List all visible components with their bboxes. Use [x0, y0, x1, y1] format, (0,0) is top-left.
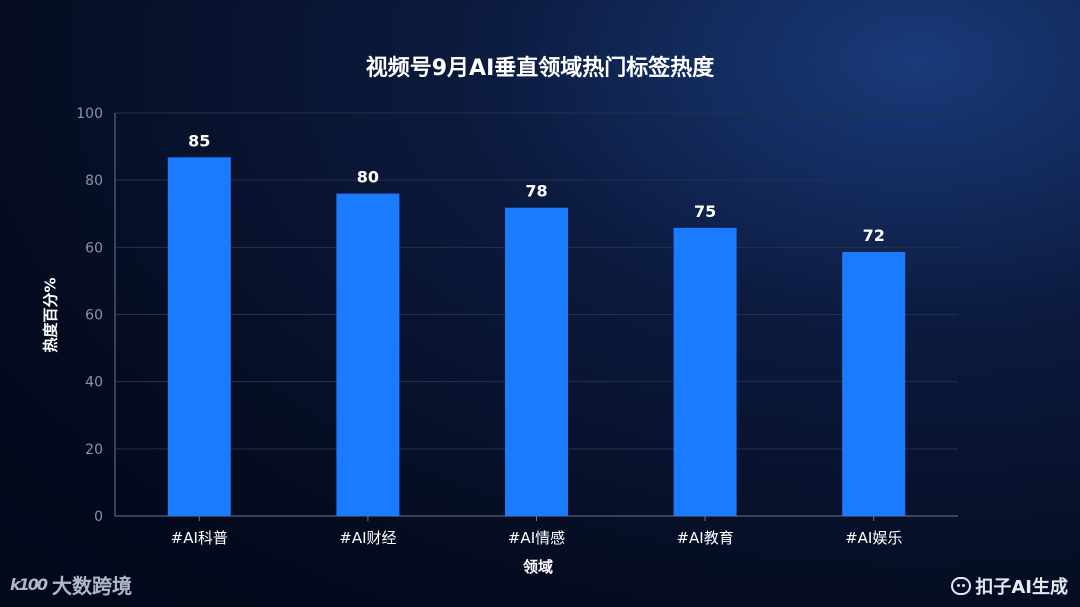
y-tick-label: 60	[85, 308, 103, 324]
watermark-right-text: 扣子AI生成	[975, 577, 1068, 598]
bar	[167, 157, 231, 516]
bar-value-label: 85	[188, 131, 210, 150]
y-axis-label: 热度百分%	[41, 277, 60, 353]
chart-title: 视频号9月AI垂直领域热门标签热度	[365, 56, 715, 81]
bar-value-label: 75	[694, 202, 716, 221]
bar	[336, 193, 400, 516]
watermark-left-text: 大数跨境	[52, 574, 133, 598]
brand-logo-icon: k100	[10, 575, 48, 594]
bar-value-label: 80	[357, 168, 379, 187]
y-tick-label: 60	[85, 240, 103, 256]
x-tick-label: #AI科普	[171, 529, 228, 547]
x-tick-label: #AI教育	[676, 529, 733, 547]
x-tick-label: #AI情感	[508, 529, 565, 547]
bar-value-label: 72	[863, 226, 885, 245]
x-axis-label: 领域	[522, 558, 554, 576]
bot-icon	[951, 577, 972, 595]
y-tick-label: 40	[85, 375, 103, 391]
bar	[673, 227, 737, 517]
x-tick-label: #AI财经	[339, 529, 396, 547]
watermark-right: 扣子AI生成	[951, 573, 1068, 599]
bar	[505, 207, 568, 516]
x-tick-label: #AI娱乐	[845, 529, 902, 547]
watermark-left: k100 大数跨境	[10, 570, 132, 599]
bar-value-label: 78	[525, 182, 547, 201]
y-tick-label: 20	[85, 442, 103, 458]
y-tick-label: 100	[76, 106, 103, 122]
bar	[842, 252, 906, 516]
y-tick-label: 0	[94, 509, 103, 525]
y-tick-label: 80	[85, 173, 103, 189]
